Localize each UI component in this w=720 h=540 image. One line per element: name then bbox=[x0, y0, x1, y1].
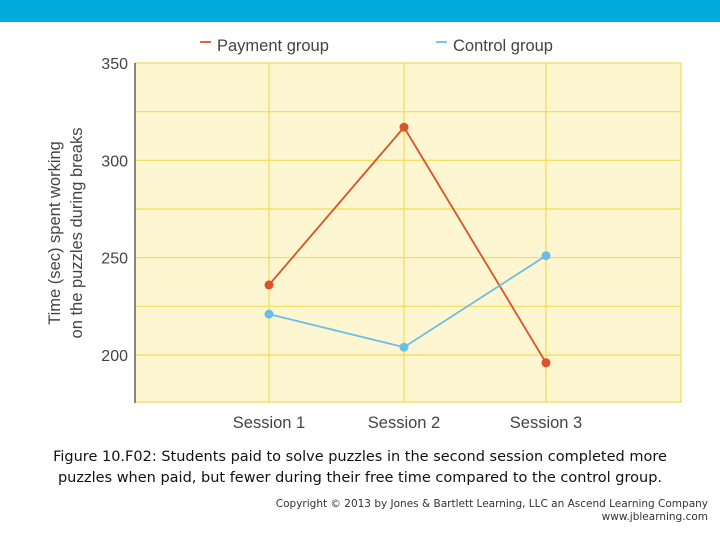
x-tick-label: Session 3 bbox=[510, 414, 582, 432]
data-point bbox=[264, 280, 274, 290]
y-tick-label: 300 bbox=[101, 153, 128, 170]
legend: Payment group Control group bbox=[200, 37, 553, 55]
top-accent-bar bbox=[0, 0, 720, 22]
copyright-line: Copyright © 2013 by Jones & Bartlett Lea… bbox=[275, 498, 708, 510]
data-point bbox=[541, 358, 551, 368]
y-tick-label: 200 bbox=[101, 348, 128, 365]
data-point bbox=[541, 251, 551, 261]
data-point bbox=[399, 342, 409, 352]
line-chart: 200 250 300 350 Session 1 Session 2 Session 3… bbox=[46, 37, 682, 432]
y-tick-label: 250 bbox=[101, 251, 128, 268]
publisher-url: www.jblearning.com bbox=[601, 511, 708, 523]
y-axis-label: Time (sec) spent working on the puzzles d… bbox=[46, 128, 86, 339]
legend-label: Control group bbox=[453, 37, 553, 55]
axes bbox=[134, 63, 682, 403]
copyright-notice: Copyright © 2013 by Jones & Bartlett Lea… bbox=[276, 498, 708, 524]
data-point bbox=[264, 309, 274, 319]
y-axis-label-line: on the puzzles during breaks bbox=[68, 128, 86, 339]
y-tick-label: 350 bbox=[101, 56, 128, 73]
x-tick-label: Session 2 bbox=[368, 414, 440, 432]
x-tick-label: Session 1 bbox=[233, 414, 305, 432]
series-group bbox=[264, 122, 551, 368]
y-axis-label-line: Time (sec) spent working bbox=[46, 141, 64, 325]
legend-label: Payment group bbox=[217, 37, 329, 55]
plot-area bbox=[135, 63, 681, 403]
data-point bbox=[399, 122, 409, 132]
y-tick-labels: 200 250 300 350 bbox=[101, 56, 128, 365]
figure-caption: Figure 10.F02: Students paid to solve pu… bbox=[53, 449, 667, 486]
gridlines bbox=[135, 62, 681, 403]
x-tick-labels: Session 1 Session 2 Session 3 bbox=[233, 414, 582, 432]
